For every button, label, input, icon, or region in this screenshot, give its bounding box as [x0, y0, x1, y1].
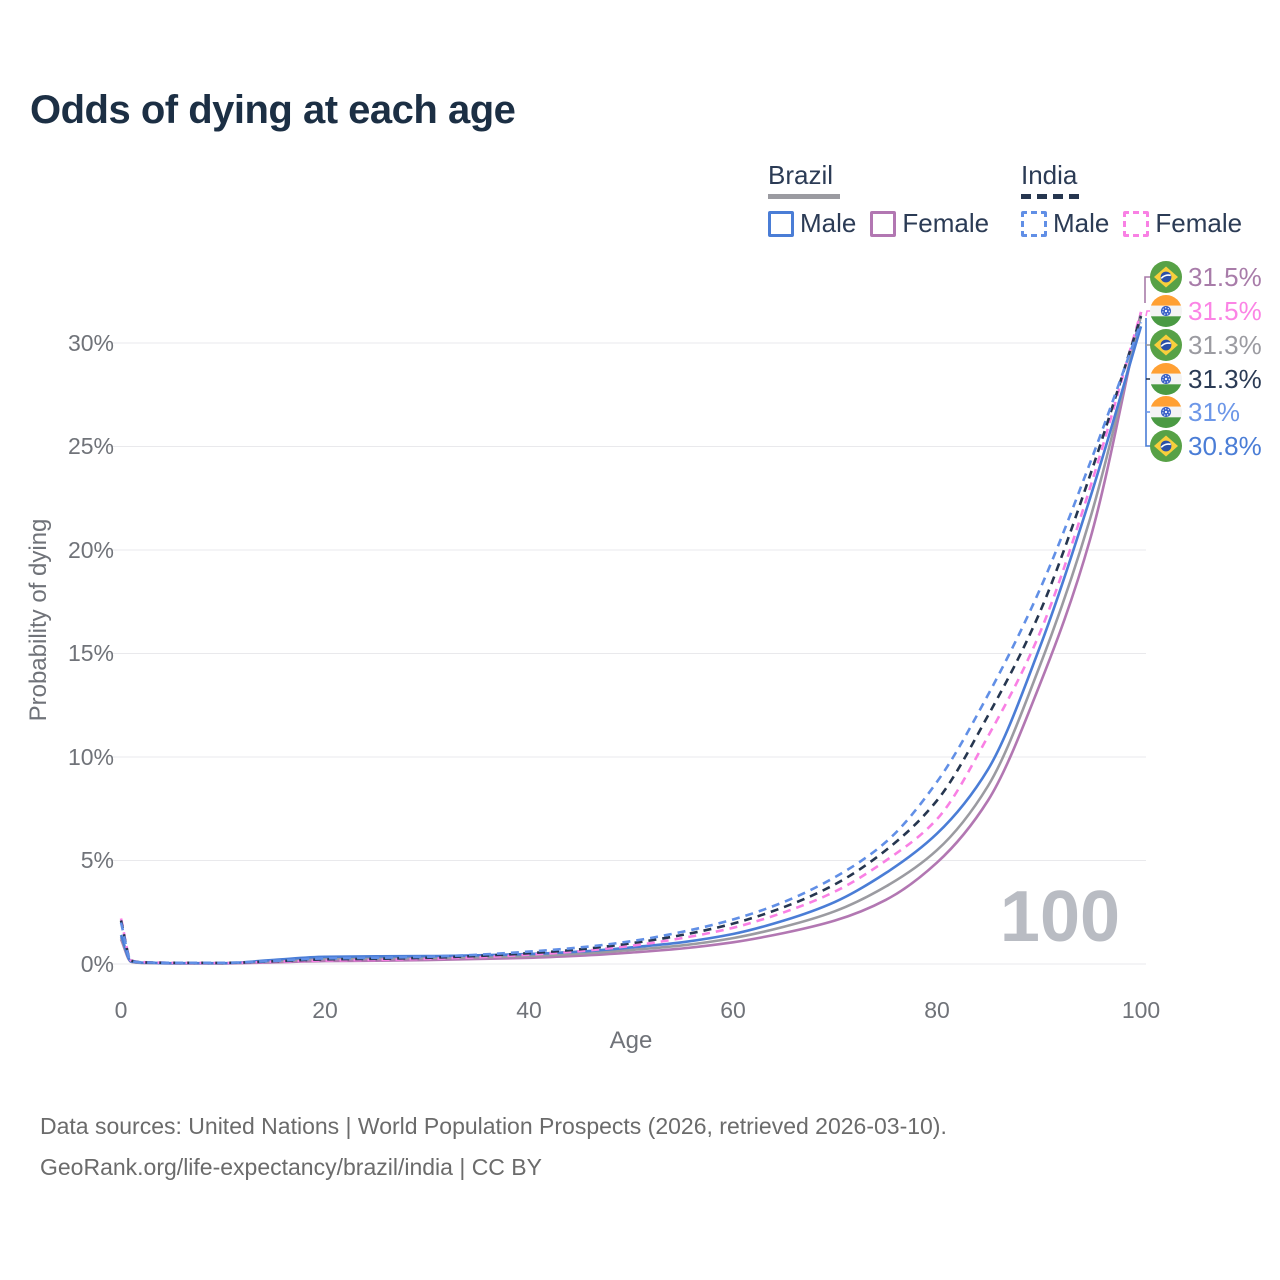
- end-label-row: 31%: [1150, 396, 1240, 428]
- footer: Data sources: United Nations | World Pop…: [40, 1106, 947, 1188]
- end-label-row: 31.3%: [1150, 363, 1262, 395]
- india-flag-icon: [1150, 295, 1182, 327]
- india-flag-icon: [1150, 363, 1182, 395]
- x-axis-title: Age: [610, 1027, 653, 1054]
- y-tick-label: 25%: [68, 433, 114, 459]
- x-tick-label: 20: [312, 997, 338, 1023]
- india-flag-icon: [1150, 396, 1182, 428]
- legend-item-label: Male: [1053, 208, 1110, 238]
- legend-group-brazil: Brazil Male Female: [768, 160, 989, 239]
- end-labels: 31.5% 31.5% 31.3% 31.3% 31% 30.8%: [1149, 260, 1262, 463]
- legend-item-brazil-female[interactable]: Female: [870, 208, 989, 239]
- legend-item-label: Female: [902, 208, 990, 238]
- x-tick-label: 60: [720, 997, 746, 1023]
- y-tick-label: 0%: [81, 951, 114, 977]
- end-label-value: 31.3%: [1188, 330, 1262, 360]
- series-line-brazil: [119, 315, 1143, 965]
- data-sources-line: Data sources: United Nations | World Pop…: [40, 1113, 947, 1139]
- page-title: Odds of dying at each age: [30, 88, 516, 132]
- y-tick-label: 15%: [68, 640, 114, 666]
- legend-india-linestyle-swatch: [1021, 194, 1081, 199]
- end-label-row: 30.8%: [1149, 429, 1262, 463]
- end-label-value: 31.3%: [1188, 364, 1262, 394]
- x-tick-label: 0: [115, 997, 128, 1023]
- series-lines: [119, 311, 1143, 965]
- legend-item-india-male[interactable]: Male: [1021, 208, 1109, 239]
- legend-item-label: Female: [1155, 208, 1243, 238]
- hovered-age-watermark: 100: [1000, 877, 1120, 957]
- x-axis: 0 20 40 60 80 100 Age: [115, 997, 1161, 1054]
- series-line-india-male: [119, 321, 1143, 965]
- y-tick-label: 30%: [68, 330, 114, 356]
- brazil-female-swatch-icon: [870, 210, 897, 237]
- y-tick-label: 20%: [68, 537, 114, 563]
- y-axis-title: Probability of dying: [25, 519, 52, 722]
- end-label-value: 31.5%: [1188, 262, 1262, 292]
- india-male-swatch-icon: [1021, 210, 1047, 237]
- legend-item-label: Male: [800, 208, 857, 238]
- legend-item-india-female[interactable]: Female: [1123, 208, 1242, 239]
- y-tick-label: 5%: [81, 847, 114, 873]
- end-label-value: 30.8%: [1188, 431, 1262, 461]
- series-line-india: [119, 315, 1143, 965]
- series-line-brazil-male: [119, 326, 1143, 965]
- end-label-row: 31.3%: [1149, 328, 1262, 362]
- x-tick-label: 100: [1122, 997, 1160, 1023]
- x-tick-label: 40: [516, 997, 542, 1023]
- brazil-flag-icon: [1149, 429, 1183, 463]
- y-axis: 0% 5% 10% 15% 20% 25% 30% Probability of…: [25, 330, 114, 977]
- end-label-value: 31%: [1188, 397, 1240, 427]
- legend-item-brazil-male[interactable]: Male: [768, 208, 856, 239]
- legend-group-india: India Male Female: [1021, 160, 1242, 239]
- india-female-swatch-icon: [1123, 210, 1150, 237]
- legend-brazil-label: Brazil: [768, 160, 834, 190]
- end-label-row: 31.5%: [1149, 260, 1262, 294]
- brazil-male-swatch-icon: [768, 210, 794, 237]
- series-line-brazil-female: [119, 311, 1143, 965]
- x-tick-label: 80: [924, 997, 950, 1023]
- end-label-value: 31.5%: [1188, 296, 1262, 326]
- line-chart: 0% 5% 10% 15% 20% 25% 30% Probability of…: [25, 260, 1262, 1054]
- legend-india-label: India: [1021, 160, 1078, 190]
- series-line-india-female: [119, 311, 1143, 965]
- legend-brazil-linestyle-swatch: [768, 194, 840, 199]
- gridlines: [108, 342, 1146, 965]
- brazil-flag-icon: [1149, 260, 1183, 294]
- attribution-line: GeoRank.org/life-expectancy/brazil/india…: [40, 1154, 542, 1180]
- end-label-row: 31.5%: [1150, 295, 1262, 327]
- y-tick-label: 10%: [68, 744, 114, 770]
- brazil-flag-icon: [1149, 328, 1183, 362]
